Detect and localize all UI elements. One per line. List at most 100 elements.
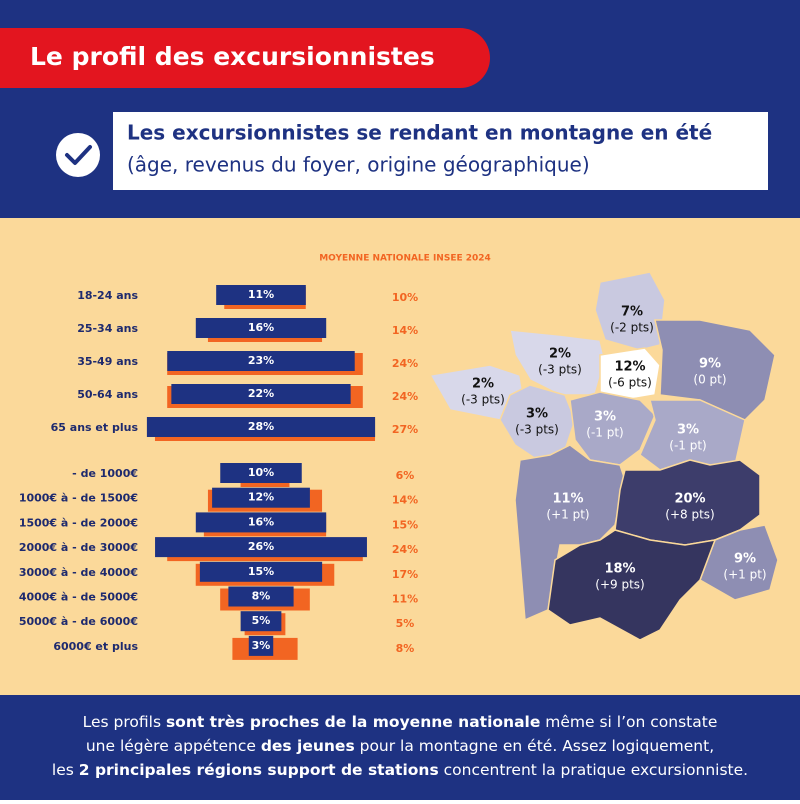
footer-line: Les profils sont très proches de la moye… [83,713,718,731]
national-value-label: 24% [392,390,418,403]
footer-text: concentrent la pratique excursionniste. [439,761,748,779]
region-change: (-2 pts) [610,321,654,335]
category-label: 5000€ à - de 6000€ [19,615,138,628]
bar-value-label: 11% [248,288,274,301]
category-label: 3000€ à - de 4000€ [19,566,138,579]
bar-value-label: 3% [252,639,271,652]
bar-value-label: 12% [248,491,274,504]
map [428,271,779,641]
national-value-label: 17% [392,568,418,581]
bar-value-label: 10% [248,466,274,479]
footer-text: Les profils [83,713,166,731]
category-label: 65 ans et plus [51,421,139,434]
region-change: (-1 pt) [586,426,623,440]
category-label: 35-49 ans [77,355,138,368]
region-change: (+9 pts) [595,578,644,592]
series-name: MOYENNE NATIONALE INSEE 2024 [319,254,491,264]
region-value: 12% [614,360,645,375]
region-value: 3% [594,410,616,425]
bar [171,384,351,404]
bar [195,512,327,533]
national-value-label: 6% [396,469,415,482]
category-label: 18-24 ans [77,289,138,302]
check-mark [65,145,92,165]
bar [199,561,323,582]
category-label: - de 1000€ [72,467,138,480]
bar [216,285,306,305]
region-change: (+1 pt) [546,508,589,522]
check-icon [56,133,100,177]
region-change: (-6 pts) [608,376,652,390]
bar-value-label: 26% [248,540,274,553]
title-pill [0,28,490,88]
bar [228,586,294,607]
bar-value-label: 23% [248,354,274,367]
bar [248,635,274,656]
region-change: (-1 pt) [669,439,706,453]
region-change: (0 pt) [693,373,726,387]
national-value-label: 14% [392,324,418,337]
bar [167,351,355,371]
national-value-label: 11% [392,593,418,606]
footer-line: les 2 principales régions support de sta… [52,761,748,779]
bar-value-label: 15% [248,565,274,578]
footer-text: même si l’on constate [540,713,717,731]
bar [220,463,302,483]
national-value-label: 24% [392,357,418,370]
bar [155,537,367,558]
footer-text: 2 principales régions support de station… [79,761,439,779]
national-value-label: 24% [392,543,418,556]
category-label: 4000€ à - de 5000€ [19,591,138,604]
national-value-label: 10% [392,291,418,304]
bar-value-label: 16% [248,321,274,334]
national-value-label: 27% [392,423,418,436]
footer-text: pour la montagne en été. Assez logiqueme… [355,737,714,755]
subtitle: Les excursionnistes se rendant en montag… [127,121,712,145]
bar-value-label: 22% [248,387,274,400]
region-value: 2% [549,347,571,362]
subtitle-detail: (âge, revenus du foyer, origine géograph… [127,153,590,177]
bar-value-label: 16% [248,515,274,528]
footer-text: des jeunes [261,737,355,755]
region-value: 7% [621,305,643,320]
region-value: 3% [526,407,548,422]
national-value-label: 5% [396,617,415,630]
national-value-label: 14% [392,494,418,507]
bar [212,487,310,508]
category-label: 1000€ à - de 1500€ [19,492,138,505]
category-label: 2000€ à - de 3000€ [19,541,138,554]
region-change: (-3 pts) [538,363,582,377]
bar [195,318,327,338]
bar [240,611,282,632]
region-change: (+1 pt) [723,568,766,582]
region-change: (+8 pts) [665,508,714,522]
region-change: (-3 pts) [515,423,559,437]
region-value: 11% [552,492,583,507]
bar-value-label: 5% [252,614,271,627]
region [699,524,779,601]
category-label: 6000€ et plus [53,640,138,653]
region-value: 18% [604,562,635,577]
region [594,271,666,351]
bar [146,417,376,437]
subtitle-box [113,112,768,190]
footer-band [0,695,800,800]
region-value: 20% [674,492,705,507]
national-value-label: 8% [396,642,415,655]
region [569,391,656,466]
region-value: 3% [677,423,699,438]
region-value: 2% [472,377,494,392]
footer-text: une légère appétence [86,737,261,755]
region-change: (-3 pts) [461,393,505,407]
title: Le profil des excursionnistes [30,42,435,71]
region [654,319,776,421]
category-label: 50-64 ans [77,388,138,401]
national-value-label: 15% [392,518,418,531]
region-value: 9% [699,357,721,372]
bar-value-label: 8% [252,590,271,603]
region [547,529,717,641]
bar-value-label: 28% [248,420,274,433]
footer-line: une légère appétence des jeunes pour la … [86,737,714,755]
footer-text: les [52,761,79,779]
